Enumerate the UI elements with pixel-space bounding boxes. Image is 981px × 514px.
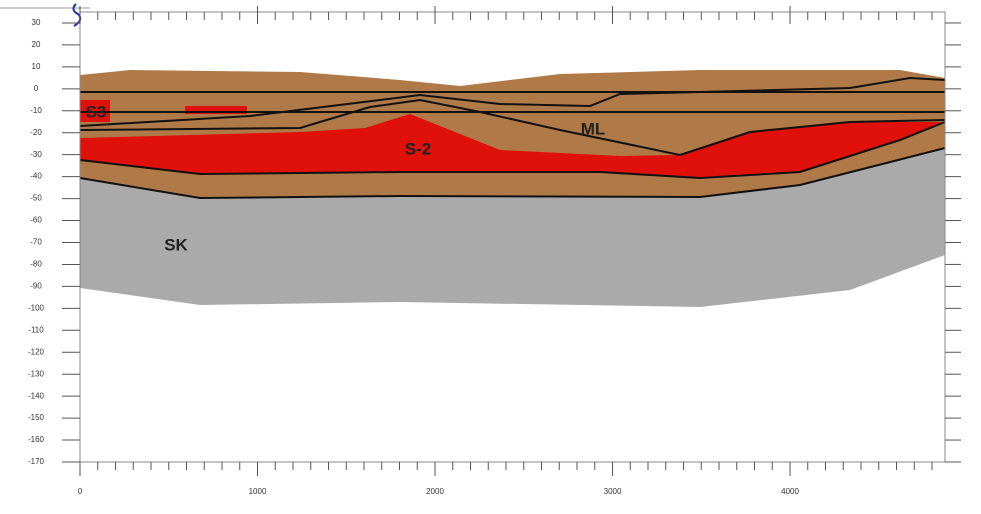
y-tick-label: -90: [30, 281, 42, 290]
x-tick-label: 3000: [604, 487, 622, 496]
layer-label: SK: [164, 235, 188, 254]
y-tick-label: -170: [28, 457, 45, 466]
y-tick-label: 10: [32, 62, 41, 71]
x-tick-label: 2000: [426, 487, 444, 496]
y-tick-label: -70: [30, 238, 42, 247]
x-tick-label: 1000: [249, 487, 267, 496]
y-tick-label: -130: [28, 369, 45, 378]
y-tick-label: -160: [28, 435, 45, 444]
page: {"chart_data": {"type": "cross-section",…: [0, 0, 981, 509]
y-tick-label: -50: [30, 194, 42, 203]
y-tick-label: -120: [28, 347, 45, 356]
y-tick-label: -40: [30, 172, 42, 181]
y-tick-label: -10: [30, 106, 42, 115]
layer-label: S-2: [405, 139, 431, 158]
y-tick-label: -150: [28, 413, 45, 422]
layer-label: ML: [581, 119, 606, 138]
y-tick-label: -110: [28, 325, 44, 334]
layer-label: S3: [86, 102, 107, 121]
y-tick-label: -30: [30, 150, 42, 159]
y-tick-label: -80: [30, 260, 42, 269]
y-tick-label: -20: [30, 128, 42, 137]
chart: 30 20 10 0 -10 -20 -30 -40 -50 -60 -70 -80 -90 -100 -1…: [0, 0, 981, 509]
layers: [80, 70, 945, 307]
x-tick-label: 0: [78, 487, 83, 496]
y-tick-label: 0: [34, 84, 39, 93]
x-tick-label: 4000: [781, 487, 799, 496]
y-tick-label: 30: [32, 18, 41, 27]
y-tick-label: 20: [32, 40, 41, 49]
y-tick-label: -140: [28, 391, 45, 400]
y-tick-label: -100: [28, 303, 45, 312]
y-tick-label: -60: [30, 216, 42, 225]
